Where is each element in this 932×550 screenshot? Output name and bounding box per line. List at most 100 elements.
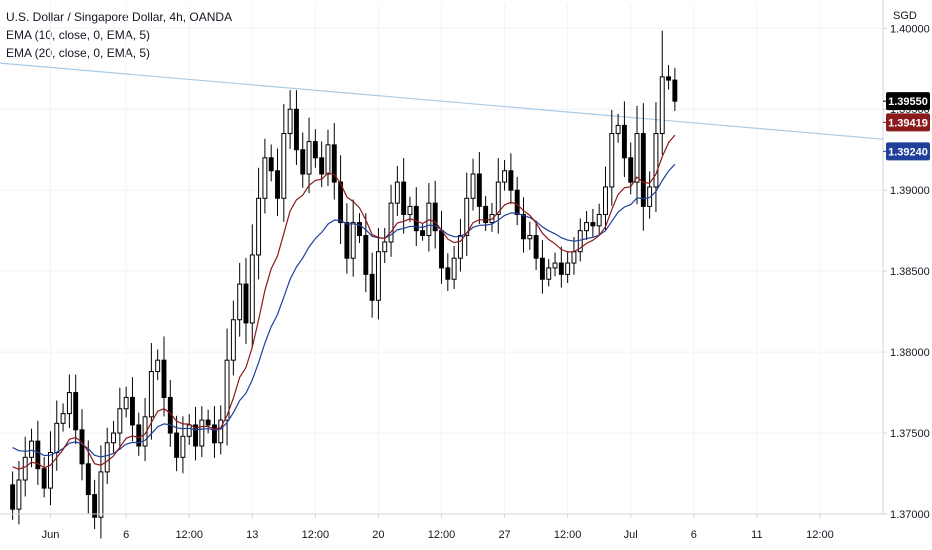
candle-body-up — [29, 440, 34, 458]
ema20-price-label-bg — [886, 142, 930, 161]
candle-body-up — [306, 141, 312, 175]
candle — [142, 397, 148, 462]
candle-body-up — [653, 133, 659, 188]
ema10-legend[interactable]: EMA (10, close, 0, EMA, 5) — [6, 28, 151, 42]
candle-body-down — [243, 283, 249, 324]
candle — [218, 405, 224, 455]
candle — [596, 203, 602, 235]
candle — [300, 132, 306, 188]
candle-body-up — [609, 133, 615, 188]
candle-body-down — [590, 222, 596, 227]
candle-body-down — [558, 262, 564, 275]
x-tick-label: Jun — [42, 529, 60, 541]
candle — [174, 415, 180, 472]
candle — [319, 141, 325, 188]
candle — [426, 183, 432, 252]
y-tick-label: 1.37500 — [890, 428, 930, 440]
candle — [161, 336, 167, 417]
candle-body-up — [457, 235, 463, 259]
x-tick-label: 12:00 — [302, 529, 330, 541]
candle — [394, 165, 400, 217]
y-tick-label: 1.39000 — [890, 185, 930, 197]
candle-body-up — [388, 202, 394, 243]
candle — [73, 374, 79, 445]
candle — [230, 300, 236, 376]
candle-body-up — [180, 435, 186, 458]
candle — [521, 197, 526, 253]
candle-body-down — [508, 170, 514, 191]
candle — [243, 257, 249, 344]
ema10-line[interactable] — [12, 134, 676, 470]
candles — [10, 30, 678, 539]
candle — [48, 431, 53, 506]
candle-body-up — [218, 419, 224, 444]
x-tick-label: 12:00 — [175, 529, 203, 541]
candle-body-down — [483, 205, 489, 224]
ema20-line[interactable] — [12, 163, 676, 458]
candle — [193, 406, 198, 461]
candle-body-up — [596, 213, 602, 227]
candle — [186, 414, 192, 445]
candle-body-up — [237, 283, 243, 321]
candle-body-down — [136, 424, 142, 447]
candle — [111, 420, 116, 453]
candle-body-up — [464, 197, 470, 237]
candle — [672, 67, 678, 111]
candle — [552, 252, 558, 277]
candle — [615, 113, 621, 143]
candle-body-up — [634, 133, 640, 183]
candle-body-down — [640, 133, 646, 207]
candle-body-up — [262, 157, 268, 199]
candle — [268, 144, 274, 182]
candle-body-up — [111, 432, 116, 444]
candle — [66, 374, 72, 429]
candle — [584, 210, 590, 240]
candle-body-down — [211, 424, 217, 444]
candle — [476, 151, 482, 224]
candle-body-down — [539, 257, 545, 280]
candle — [640, 103, 646, 231]
candle-body-down — [205, 419, 211, 426]
candle — [338, 155, 344, 245]
y-tick-label: 1.40000 — [890, 23, 930, 35]
candle-body-up — [54, 422, 60, 453]
candle — [287, 90, 293, 149]
candle-body-down — [420, 230, 426, 237]
candle-body-up — [615, 124, 621, 135]
candle — [344, 203, 350, 274]
candle-body-up — [603, 186, 608, 215]
candle-body-down — [268, 157, 274, 172]
symbol-title[interactable]: U.S. Dollar / Singapore Dollar, 4h, OAND… — [6, 10, 233, 24]
candle-body-down — [293, 108, 299, 151]
candle — [445, 253, 451, 291]
candle — [293, 90, 299, 165]
candle-body-up — [470, 173, 476, 199]
candle-body-down — [401, 181, 407, 215]
x-tick-label: 12:00 — [428, 529, 456, 541]
candle-body-down — [312, 141, 318, 159]
candle-body-up — [22, 456, 28, 481]
trendline-layer — [0, 62, 884, 140]
candle-body-up — [148, 371, 154, 418]
candle-body-up — [16, 479, 22, 510]
x-tick-label: 12:00 — [806, 529, 834, 541]
current-price-label: 1.39550 — [888, 96, 928, 108]
candle-body-up — [66, 392, 72, 415]
resistance-trendline[interactable] — [0, 62, 884, 140]
candle-body-down — [35, 440, 41, 470]
candle — [558, 246, 564, 288]
candle — [363, 213, 369, 293]
candle-body-up — [155, 359, 161, 373]
candle-body-down — [413, 205, 419, 232]
candle — [382, 227, 388, 263]
candle — [237, 262, 243, 337]
x-tick-label: Jul — [624, 529, 638, 541]
candle-body-up — [546, 267, 552, 280]
candle — [350, 199, 356, 277]
candle — [325, 129, 331, 187]
candle — [54, 400, 60, 471]
candle-body-down — [445, 267, 451, 280]
candle — [565, 252, 571, 283]
ema20-legend[interactable]: EMA (20, close, 0, EMA, 5) — [6, 46, 151, 60]
